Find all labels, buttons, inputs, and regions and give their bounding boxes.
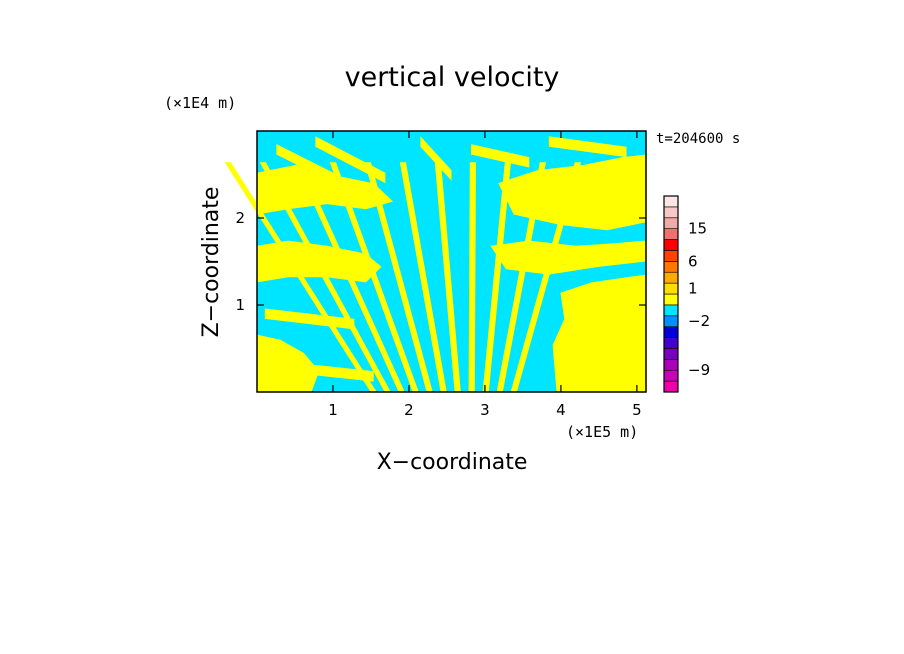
positive-velocity-region (510, 162, 581, 392)
y-tick-label: 2 (235, 209, 245, 227)
positive-velocity-region (496, 162, 546, 392)
colorbar-segment (663, 195, 679, 208)
y-tick-label: 1 (235, 296, 245, 314)
x-tick-label: 1 (328, 401, 338, 419)
colorbar-segment (663, 228, 679, 240)
x-tick-label: 3 (480, 401, 490, 419)
colorbar-tick-label: 6 (688, 252, 698, 270)
colorbar-segment (663, 271, 679, 284)
positive-velocity-region (548, 136, 627, 158)
positive-velocity-region (257, 164, 394, 215)
colorbar-segment (663, 337, 679, 349)
positive-velocity-region (552, 274, 646, 392)
colorbar-segment (663, 359, 679, 371)
positive-velocity-region (259, 162, 391, 392)
colorbar-tick-label: −2 (688, 312, 710, 330)
velocity-field-bands (224, 136, 646, 392)
y-axis: 12 (235, 209, 646, 314)
positive-velocity-region (482, 162, 511, 392)
x-tick-label: 2 (404, 401, 414, 419)
colorbar-tick-label: −9 (688, 361, 710, 379)
colorbar-segment (663, 217, 679, 229)
colorbar-segment (663, 326, 679, 338)
positive-velocity-region (364, 162, 433, 392)
x-tick-label: 5 (632, 401, 642, 419)
x-axis-unit: (×1E5 m) (566, 423, 638, 441)
colorbar-segment (663, 206, 679, 219)
positive-velocity-region (329, 162, 419, 392)
colorbar-segment (663, 282, 679, 295)
positive-velocity-region (468, 162, 476, 392)
colorbar: 15 6 1 −2 −9 (663, 195, 710, 393)
y-axis-label: Z−coordinate (199, 187, 224, 338)
colorbar-segment (663, 250, 679, 262)
plot-frame (256, 130, 647, 393)
colorbar-frame (663, 195, 679, 393)
colorbar-segment (663, 239, 679, 251)
positive-velocity-region (434, 162, 461, 392)
colorbar-segment (663, 369, 679, 382)
positive-velocity-region (315, 136, 386, 184)
colorbar-tick-label: 15 (688, 220, 707, 238)
chart-title: vertical velocity (345, 62, 560, 93)
positive-velocity-region (471, 144, 530, 168)
positive-velocity-region (276, 360, 374, 382)
time-stamp: t=204600 s (656, 131, 740, 147)
x-axis: 1 2 3 4 5 (328, 131, 642, 419)
colorbar-tick-label: 1 (688, 280, 698, 298)
positive-velocity-region (399, 162, 447, 392)
colorbar-segment (663, 315, 679, 327)
positive-velocity-region (264, 308, 355, 330)
positive-velocity-region (294, 162, 405, 392)
x-axis-label: X−coordinate (377, 450, 528, 475)
y-axis-unit: (×1E4 m) (164, 94, 236, 112)
positive-velocity-region (276, 144, 355, 194)
positive-velocity-region (224, 162, 377, 392)
x-tick-label: 4 (556, 401, 566, 419)
colorbar-segment (663, 380, 679, 393)
colorbar-segment (663, 293, 679, 306)
positive-velocity-region (420, 136, 452, 181)
colorbar-segment (663, 348, 679, 360)
plot-area (224, 130, 647, 393)
colorbar-segment (663, 304, 679, 317)
colorbar-segment (663, 261, 679, 273)
